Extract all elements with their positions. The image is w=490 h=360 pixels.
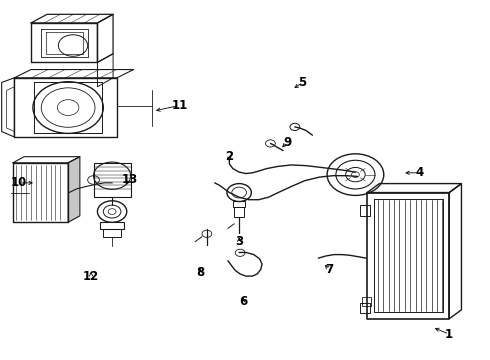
Text: 13: 13 xyxy=(122,173,138,186)
Text: 11: 11 xyxy=(172,99,188,112)
Bar xyxy=(233,201,245,207)
Text: 7: 7 xyxy=(325,263,333,276)
Bar xyxy=(360,205,369,216)
Bar xyxy=(100,222,124,229)
Text: 8: 8 xyxy=(196,266,204,279)
Text: 2: 2 xyxy=(225,150,233,163)
Text: 12: 12 xyxy=(83,270,99,283)
Bar xyxy=(234,207,244,217)
Text: 3: 3 xyxy=(235,235,243,248)
Bar xyxy=(362,297,371,306)
Text: 6: 6 xyxy=(239,296,247,309)
Bar xyxy=(94,163,131,197)
Text: 4: 4 xyxy=(416,166,424,179)
Text: 1: 1 xyxy=(445,328,453,341)
Text: 9: 9 xyxy=(283,136,291,149)
Bar xyxy=(103,229,121,237)
Bar xyxy=(360,303,369,314)
Text: 10: 10 xyxy=(11,176,27,189)
Text: 5: 5 xyxy=(298,76,307,89)
